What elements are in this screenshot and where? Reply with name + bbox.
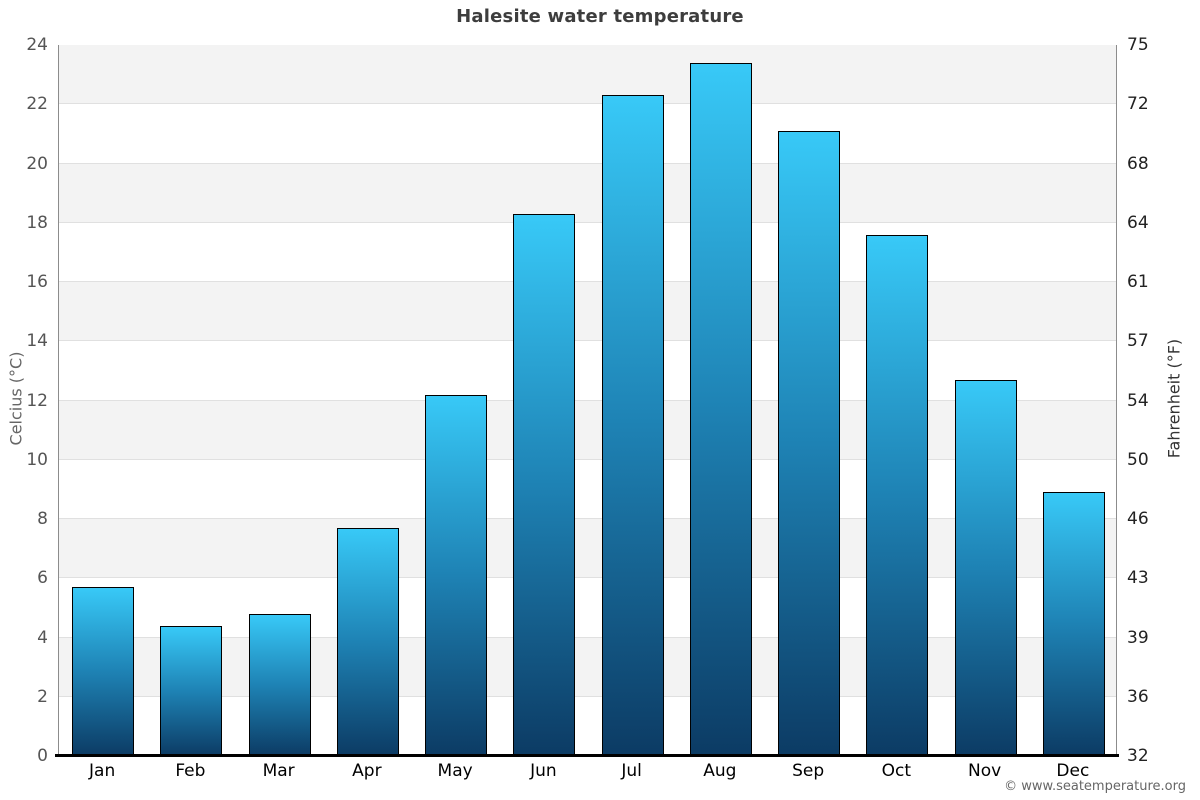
- fahrenheit-tick-label: 72: [1127, 94, 1149, 115]
- fahrenheit-tick-label: 46: [1127, 509, 1149, 529]
- grid-band: [59, 519, 1116, 579]
- x-axis-line: [55, 754, 1119, 757]
- grid-band: [59, 45, 1116, 105]
- celsius-tick-label: 16: [26, 272, 48, 292]
- fahrenheit-tick-label: 68: [1127, 153, 1149, 174]
- plot-area: [58, 45, 1117, 756]
- copyright-text: © www.seatemperature.org: [1004, 779, 1186, 794]
- celsius-tick-label: 10: [26, 449, 48, 470]
- bar-mar: [248, 613, 311, 756]
- fahrenheit-tick-label: 32: [1127, 746, 1149, 766]
- bar-nov: [954, 379, 1017, 756]
- month-label-aug: Aug: [703, 761, 737, 781]
- fahrenheit-tick-label: 43: [1127, 568, 1149, 589]
- celsius-tick-label: 18: [26, 212, 48, 233]
- grid-band: [59, 400, 1116, 460]
- month-label-may: May: [437, 761, 473, 781]
- celsius-tick-label: 20: [26, 153, 48, 174]
- month-label-oct: Oct: [881, 761, 912, 781]
- bar-jun: [513, 213, 576, 756]
- grid-band: [59, 578, 1116, 638]
- fahrenheit-tick-label: 75: [1127, 35, 1149, 55]
- grid-band: [59, 696, 1116, 756]
- fahrenheit-tick-label: 61: [1127, 272, 1149, 292]
- month-label-nov: Nov: [968, 761, 1002, 781]
- bar-jan: [72, 587, 135, 756]
- celsius-tick-label: 12: [26, 390, 48, 411]
- grid-band: [59, 163, 1116, 223]
- celsius-tick-label: 0: [37, 746, 48, 766]
- fahrenheit-tick-label: 64: [1127, 212, 1149, 233]
- fahrenheit-tick-label: 50: [1127, 449, 1149, 470]
- celsius-tick-label: 8: [37, 509, 48, 529]
- y-axis-ticks-celsius: 24 22 20 18 16 14 12 10 8 6 4 2 0: [0, 35, 48, 766]
- celsius-tick-label: 4: [37, 627, 48, 648]
- celsius-tick-label: 6: [37, 568, 48, 589]
- grid-band: [59, 341, 1116, 401]
- bar-oct: [866, 234, 929, 756]
- month-label-apr: Apr: [352, 761, 382, 781]
- grid-band: [59, 104, 1116, 164]
- bar-aug: [689, 62, 752, 756]
- celsius-tick-label: 22: [26, 94, 48, 115]
- fahrenheit-tick-label: 57: [1127, 331, 1149, 352]
- bar-may: [425, 394, 488, 756]
- month-label-jul: Jul: [621, 761, 642, 781]
- month-label-feb: Feb: [175, 761, 206, 781]
- bar-feb: [160, 625, 223, 756]
- fahrenheit-tick-label: 39: [1127, 627, 1149, 648]
- month-label-jun: Jun: [530, 761, 557, 781]
- month-label-mar: Mar: [262, 761, 295, 781]
- y-axis-ticks-fahrenheit: 75 72 68 64 61 57 54 50 46 43 39 36 32: [1127, 35, 1187, 766]
- fahrenheit-tick-label: 36: [1127, 686, 1149, 707]
- bar-sep: [778, 130, 841, 756]
- grid-band: [59, 222, 1116, 282]
- fahrenheit-tick-label: 54: [1127, 390, 1149, 411]
- grid-band: [59, 459, 1116, 519]
- celsius-tick-label: 24: [26, 35, 48, 55]
- bar-dec: [1042, 492, 1105, 756]
- bar-apr: [336, 527, 399, 756]
- celsius-tick-label: 2: [37, 686, 48, 707]
- grid-band: [59, 282, 1116, 342]
- month-label-jan: Jan: [89, 761, 116, 781]
- x-axis-month-labels: Jan Feb Mar Apr May Jun Jul Aug Sep Oct Nov Dec: [58, 761, 1117, 785]
- chart-title: Halesite water temperature: [456, 6, 744, 27]
- month-label-dec: Dec: [1056, 761, 1090, 781]
- grid-band: [59, 637, 1116, 697]
- celsius-tick-label: 14: [26, 331, 48, 352]
- month-label-sep: Sep: [792, 761, 825, 781]
- bar-jul: [601, 95, 664, 756]
